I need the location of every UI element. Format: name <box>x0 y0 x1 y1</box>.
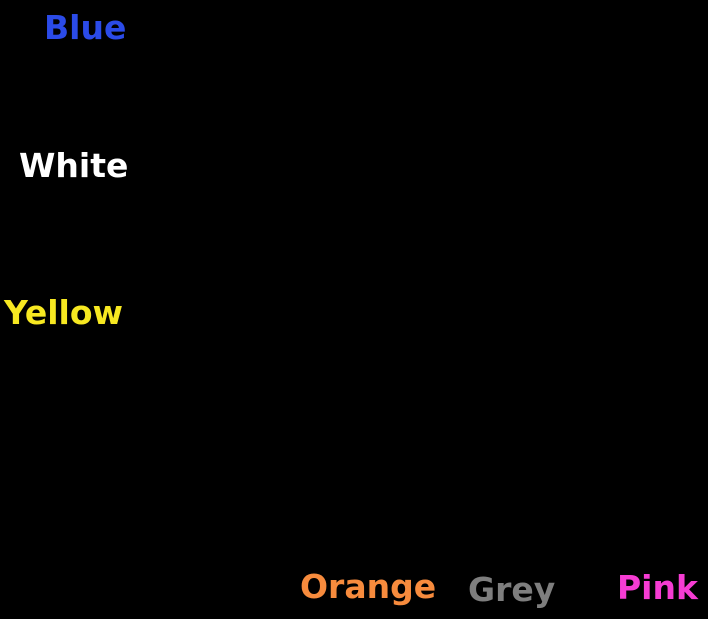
color-word-white[interactable]: White <box>19 146 129 185</box>
color-word-grey[interactable]: Grey <box>468 570 556 609</box>
color-word-blue[interactable]: Blue <box>44 8 127 47</box>
color-word-yellow[interactable]: Yellow <box>4 293 124 332</box>
color-word-pink[interactable]: Pink <box>617 568 698 607</box>
color-word-orange[interactable]: Orange <box>300 567 437 606</box>
